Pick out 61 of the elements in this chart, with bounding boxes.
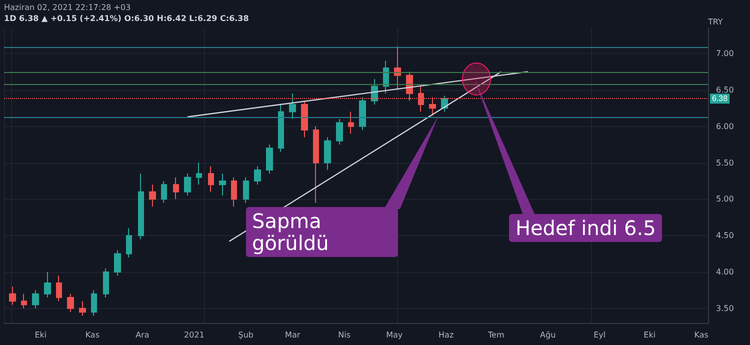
chart-title: Haziran 02, 2021 22:17:28 +03 [4,2,132,13]
candlestick [126,228,132,258]
x-tick-label: Kas [694,330,708,340]
candlestick [278,104,284,152]
x-tick-label: Eki [644,330,656,340]
candlestick [9,286,16,306]
candlestick [103,268,109,298]
y-tick-label: 3.50 [716,304,734,313]
candlestick [44,272,51,298]
callout-box: Hedef indi 6.5 [509,214,662,242]
y-tick-label: 5.00 [716,194,734,204]
candlestick [91,290,97,316]
candlestick [243,176,249,204]
callout-box: Sapma görüldü [246,207,398,257]
y-tick-label: 5.50 [716,158,734,168]
x-tick-label: Mar [285,330,301,340]
x-tick-label: Ağu [540,330,556,340]
y-tick-label: 7.00 [716,48,734,58]
ref-line-label: 6.38 [712,94,728,104]
candlestick [161,180,167,204]
candlestick [79,300,86,316]
candlestick [383,60,389,94]
candlestick [21,293,27,309]
candlestick [289,93,296,120]
candlestick [196,162,202,186]
x-tick-label: May [386,330,403,340]
candlestick [56,275,62,302]
candlestick [301,100,308,138]
x-tick-label: Ara [136,330,150,340]
candlestick [32,290,39,309]
candlestick [324,136,331,171]
candlestick [336,118,343,146]
candlestick [173,176,179,200]
y-tick-label: 6.50 [716,85,734,94]
candlestick [348,111,354,134]
candlestick [138,173,144,240]
candlestick [67,293,74,313]
candlestick [114,250,121,276]
y-tick-label: 4.50 [716,231,734,240]
candlestick [313,126,319,204]
x-tick-label: Haz [438,330,454,340]
candlestick [149,184,156,207]
candlestick [394,46,401,90]
x-tick-label: 2021 [184,330,204,340]
candlestick [359,96,366,130]
x-tick-label: Eyl [594,330,606,340]
candlestick [184,173,191,196]
x-tick-label: Şub [238,330,254,340]
candlestick [266,144,273,174]
chart-subtitle: 1D 6.38 ▲ +0.15 (+2.41%) O:6.30 H:6.42 L:6.29 C:6.38 [4,13,249,24]
y-tick-label: 6.00 [716,122,734,131]
candlestick [254,166,261,186]
candlestick [231,176,237,207]
x-tick-label: Eki [34,330,47,340]
x-tick-label: Tem [487,330,504,340]
y-axis-title: TRY [707,18,723,26]
x-tick-label: Nis [338,330,351,340]
candlestick [208,166,214,192]
y-tick-label: 4.00 [716,268,734,277]
candlestick [219,173,226,196]
x-tick-label: Kas [85,330,100,340]
